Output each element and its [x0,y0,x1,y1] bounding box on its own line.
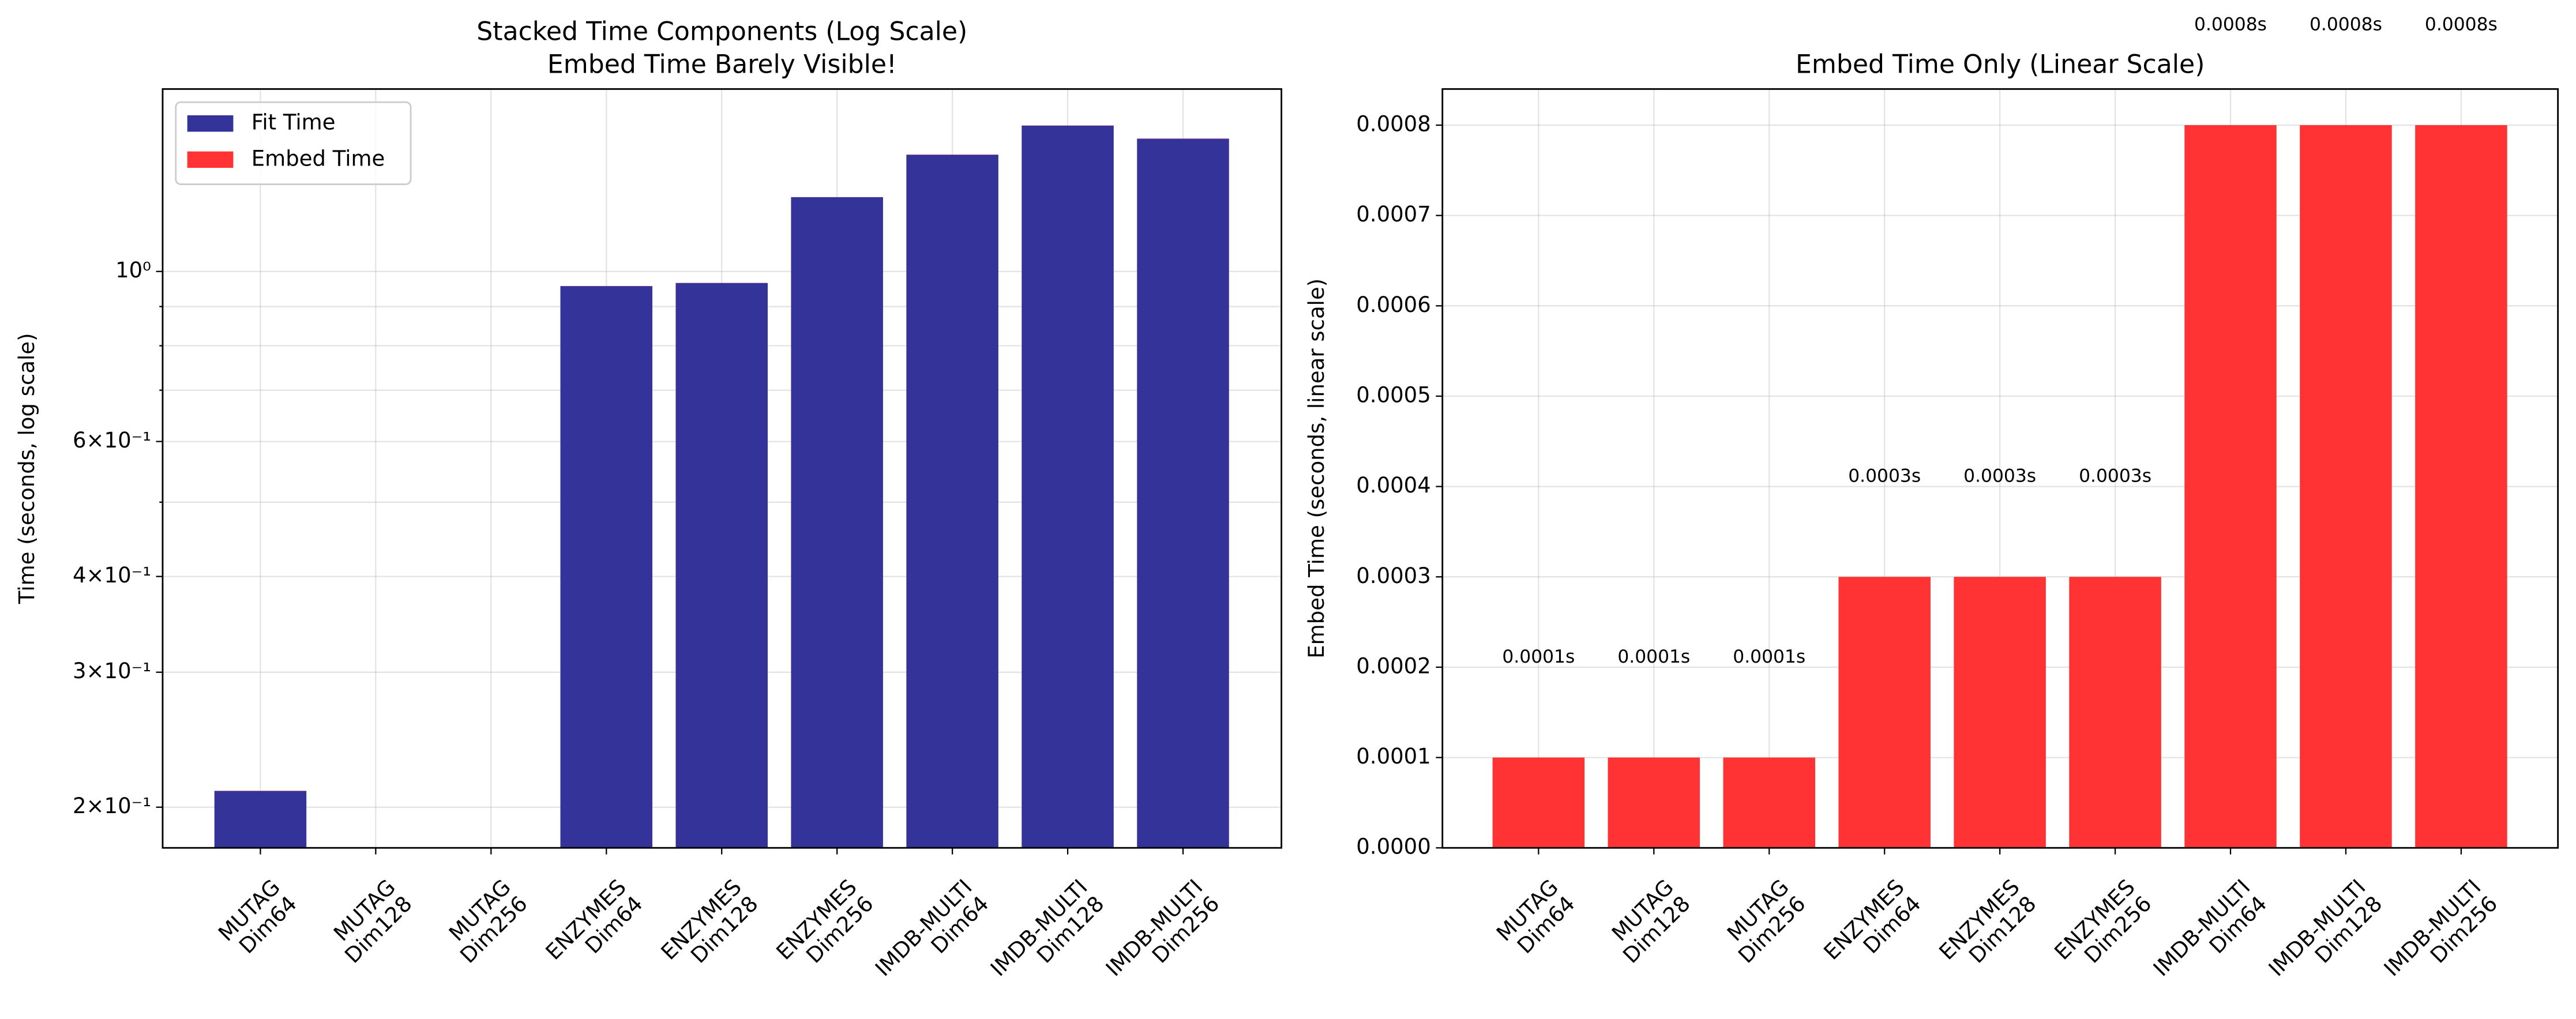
y-tick-label: 10⁰ [115,258,151,283]
bar-segment [1022,125,1114,848]
y-tick-label: 2×10⁻¹ [73,794,151,818]
y-tick-label: 4×10⁻¹ [73,563,151,588]
bar [2415,125,2507,848]
axes-frame [162,88,1283,849]
bar [2184,125,2277,848]
value-label: 0.0003s [1963,466,2036,487]
y-tick-label: 6×10⁻¹ [73,428,151,453]
y-tick-label: 0.0003 [1356,563,1431,588]
plot-area [214,125,1229,848]
y-tick-label: 0.0007 [1356,202,1431,227]
y-tick-label: 0.0001 [1356,744,1431,769]
y-tick-label: 0.0006 [1356,292,1431,317]
y-axis-label: Time (seconds, log scale) [14,333,39,604]
bar-segment [1137,138,1229,848]
value-label: 0.0008s [2425,14,2498,35]
chart-title: Stacked Time Components (Log Scale) [476,17,967,47]
value-label: 0.0001s [1617,646,1690,667]
value-label: 0.0008s [2194,14,2267,35]
axes-frame [1441,88,2559,849]
bar [1954,577,2046,848]
value-label: 0.0003s [2079,466,2151,487]
legend-box [175,101,412,185]
y-tick-label: 0.0002 [1356,653,1431,678]
bar-segment [675,283,768,848]
bar [1838,577,1931,848]
bar [1723,757,1815,848]
y-axis-label: Embed Time (seconds, linear scale) [1304,279,1329,659]
bar-segment [906,155,998,848]
legend-label: Fit Time [251,110,336,135]
legend-swatch [187,151,234,168]
legend-swatch [187,115,234,132]
y-tick-label: 0.0004 [1356,473,1431,498]
bar-segment [560,286,653,848]
value-label: 0.0003s [1848,466,1921,487]
bar [1492,757,1585,848]
value-label: 0.0008s [2310,14,2382,35]
y-tick-label: 0.0000 [1356,834,1431,859]
plot-area [1492,125,2507,848]
bar [2300,125,2392,848]
chart-title: Embed Time Only (Linear Scale) [1796,50,2205,79]
chart-subtitle: Embed Time Barely Visible! [547,50,897,79]
value-label: 0.0001s [1733,646,1805,667]
y-tick-label: 3×10⁻¹ [73,659,151,683]
value-label: 0.0001s [1502,646,1575,667]
y-tick-label: 0.0008 [1356,112,1431,137]
legend-label: Embed Time [251,146,385,171]
y-tick-label: 0.0005 [1356,382,1431,407]
bar-segment [214,791,307,848]
bar [2069,577,2161,848]
bar-segment [791,197,883,848]
bar [1608,757,1700,848]
